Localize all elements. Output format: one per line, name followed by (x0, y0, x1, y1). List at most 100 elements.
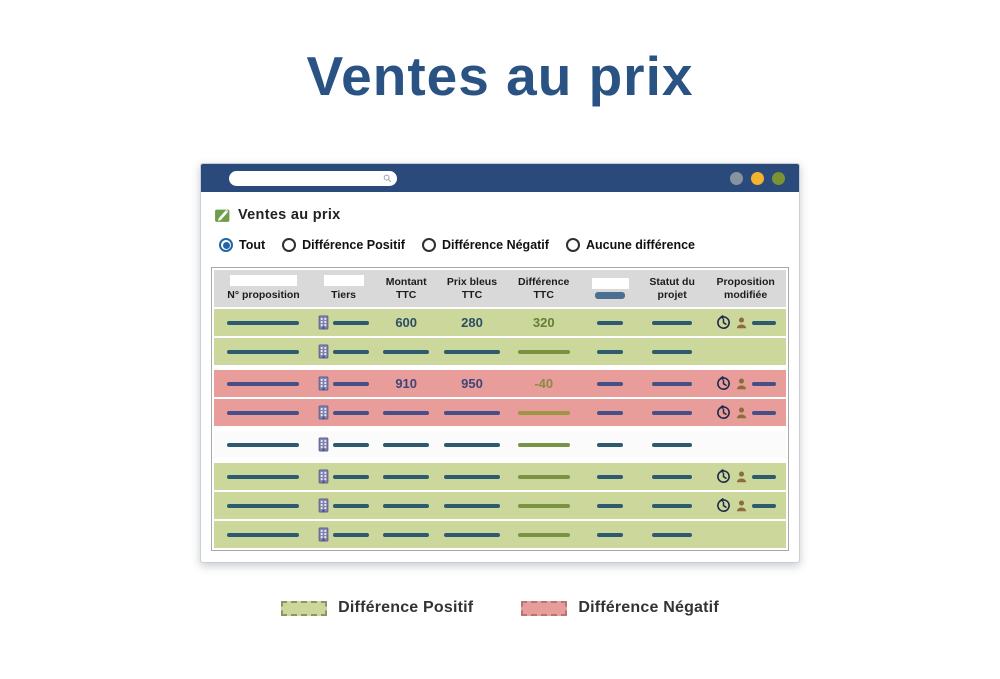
column-header-statut-du-projet: Statut du projet (639, 270, 705, 307)
cell-status-flag (582, 474, 639, 479)
building-icon (318, 405, 329, 420)
column-header-proposition-modifi-e: Proposition modifiée (705, 270, 786, 307)
app-header: Ventes au prix (214, 206, 799, 224)
column-filter-input[interactable] (591, 278, 629, 289)
cell-montant (374, 410, 438, 415)
legend-label: Différence Positif (338, 599, 474, 616)
cell-tiers (313, 405, 374, 420)
cell-prix-bleus (438, 503, 505, 508)
cell-montant: 910 (374, 376, 438, 391)
column-header-filter (582, 270, 639, 307)
table-row[interactable] (214, 463, 786, 490)
cell-tiers (313, 527, 374, 542)
table-row[interactable] (214, 431, 786, 458)
placeholder-dash (652, 381, 693, 386)
edit-document-icon (214, 207, 231, 224)
cell-status-flag (582, 320, 639, 325)
column-filter-input[interactable] (323, 275, 364, 287)
column-label: Montant TTC (385, 276, 427, 301)
cell-statut-projet (639, 442, 705, 447)
cell-difference: 320 (506, 315, 582, 330)
table-row[interactable]: 600 280 320 (214, 309, 786, 336)
window-control-maximize[interactable] (751, 171, 764, 185)
building-icon (318, 376, 329, 391)
legend-item: Différence Négatif (521, 599, 719, 617)
cell-montant (374, 349, 438, 354)
placeholder-dash (443, 474, 500, 479)
building-icon (318, 498, 329, 513)
cell-montant (374, 474, 438, 479)
cell-proposition (214, 410, 313, 415)
placeholder-dash (383, 532, 430, 537)
radio-icon (565, 238, 580, 252)
column-header-prix-bleus-ttc: Prix bleus TTC (438, 270, 505, 307)
placeholder-dash (652, 410, 693, 415)
cell-prix-bleus: 280 (438, 315, 505, 330)
placeholder-dash (333, 381, 370, 386)
window-control-minimize[interactable] (730, 171, 743, 185)
placeholder-dash (443, 442, 500, 447)
column-label: N° proposition (227, 289, 300, 302)
cell-status-flag (582, 349, 639, 354)
cell-proposition (214, 532, 313, 537)
placeholder-dash (751, 474, 776, 479)
cell-statut-projet (639, 320, 705, 325)
placeholder-dash (227, 349, 300, 354)
radio-icon (219, 238, 233, 252)
person-icon (736, 407, 746, 418)
table-row[interactable] (214, 338, 786, 365)
legend-swatch (521, 600, 568, 616)
placeholder-dash (652, 503, 693, 508)
cell-proposition (214, 442, 313, 447)
cell-montant (374, 503, 438, 508)
cell-statut-projet (639, 532, 705, 537)
filter-radio-aucune-diff-rence[interactable]: Aucune différence (565, 238, 695, 252)
column-header-tiers: Tiers (313, 270, 374, 307)
table-row[interactable]: 910 950 -40 (214, 370, 786, 397)
placeholder-dash (751, 503, 776, 508)
cell-statut-projet (639, 349, 705, 354)
column-label: Tiers (331, 289, 357, 302)
cell-statut-projet (639, 381, 705, 386)
cell-difference (506, 474, 582, 479)
browser-search-bar[interactable] (229, 170, 397, 186)
placeholder-dash (333, 410, 370, 415)
column-header-montant-ttc: Montant TTC (374, 270, 438, 307)
table-row[interactable] (214, 521, 786, 548)
cell-statut-projet (639, 410, 705, 415)
placeholder-dash (333, 442, 370, 447)
window-control-close[interactable] (772, 171, 785, 185)
cell-difference (506, 349, 582, 354)
placeholder-dash (227, 410, 300, 415)
filter-radio-tout[interactable]: Tout (219, 238, 265, 252)
placeholder-dash (333, 320, 370, 325)
building-icon (318, 344, 329, 359)
column-label: Statut du projet (649, 276, 695, 301)
placeholder-dash (443, 349, 500, 354)
cell-statut-projet (639, 474, 705, 479)
placeholder-dash (383, 349, 430, 354)
table-header: N° proposition Tiers Montant TTC Prix bleus… (214, 270, 786, 307)
table-row[interactable] (214, 492, 786, 519)
filter-radio-diff-rence-positif[interactable]: Différence Positif (282, 238, 405, 252)
column-label: Prix bleus TTC (446, 276, 498, 301)
cell-proposition-modifiee (705, 469, 786, 484)
placeholder-dash (517, 532, 570, 537)
filter-radio-diff-rence-n-gatif[interactable]: Différence Négatif (421, 238, 549, 252)
cell-montant (374, 532, 438, 537)
placeholder-dash (597, 320, 624, 325)
cell-proposition (214, 503, 313, 508)
cell-prix-bleus (438, 349, 505, 354)
search-icon (383, 174, 392, 182)
placeholder-dash (652, 532, 693, 537)
filter-label: Différence Négatif (441, 238, 549, 252)
placeholder-dash (517, 410, 570, 415)
placeholder-dash (751, 381, 776, 386)
table-row[interactable] (214, 399, 786, 426)
cell-tiers (313, 315, 374, 330)
cell-proposition (214, 320, 313, 325)
column-filter-input[interactable] (230, 275, 297, 287)
placeholder-dash (652, 349, 693, 354)
placeholder-dash (652, 320, 693, 325)
cell-status-flag (582, 410, 639, 415)
